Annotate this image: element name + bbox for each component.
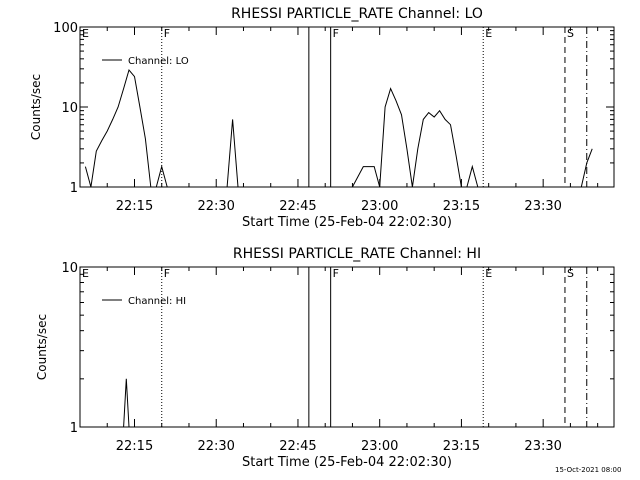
legend-entry: Channel: LO xyxy=(128,56,189,67)
y-tick-label: 1 xyxy=(70,421,78,436)
x-tick-label: 23:30 xyxy=(524,439,561,454)
event-marker-label: F xyxy=(164,267,170,280)
chart-panel-0: RHESSI PARTICLE_RATE Channel: LO Start Ti… xyxy=(29,6,615,230)
series-line-segment xyxy=(155,164,168,188)
chart-panel-1: RHESSI PARTICLE_RATE Channel: HI Start Ti… xyxy=(35,246,615,470)
y-tick-label: 100 xyxy=(53,21,78,36)
y-tick-label: 10 xyxy=(61,101,78,116)
event-marker-label: S xyxy=(567,27,574,40)
legend-entry: Channel: HI xyxy=(128,296,186,307)
x-tick-label: 22:15 xyxy=(116,199,153,214)
y-tick-label: 1 xyxy=(70,181,78,196)
series-line-segment xyxy=(580,148,593,188)
event-marker-label: F xyxy=(333,27,339,40)
x-tick-label: 22:30 xyxy=(197,439,234,454)
y-axis-label: Counts/sec xyxy=(29,74,43,140)
x-tick-label: 22:15 xyxy=(116,439,153,454)
chart-title: RHESSI PARTICLE_RATE Channel: HI xyxy=(233,246,481,262)
y-tick-label: 10 xyxy=(61,261,78,276)
event-marker-label: F xyxy=(164,27,170,40)
y-axis-label: Counts/sec xyxy=(35,314,49,380)
event-marker-label: E xyxy=(485,27,492,40)
series-line-segment xyxy=(123,378,130,428)
series-line-segment xyxy=(466,164,479,188)
event-marker-label: E xyxy=(82,267,89,280)
event-marker-label: E xyxy=(485,267,492,280)
x-tick-label: 22:30 xyxy=(197,199,234,214)
footer-timestamp: 15-Oct-2021 08:00 xyxy=(555,466,622,474)
series-line-segment xyxy=(351,87,462,188)
plot-frame xyxy=(79,26,615,188)
x-tick-label: 23:30 xyxy=(524,199,561,214)
x-tick-label: 23:15 xyxy=(443,199,480,214)
x-tick-label: 23:00 xyxy=(361,439,398,454)
x-tick-label: 23:15 xyxy=(443,439,480,454)
event-marker-label: F xyxy=(333,267,339,280)
event-marker-label: E xyxy=(82,27,89,40)
x-axis-label: Start Time (25-Feb-04 22:02:30) xyxy=(242,455,452,470)
chart-title: RHESSI PARTICLE_RATE Channel: LO xyxy=(231,6,483,22)
x-tick-label: 22:45 xyxy=(279,439,316,454)
plot-frame xyxy=(79,266,615,428)
x-tick-label: 22:45 xyxy=(279,199,316,214)
x-axis-label: Start Time (25-Feb-04 22:02:30) xyxy=(242,215,452,230)
event-marker-label: S xyxy=(567,267,574,280)
series-line-segment xyxy=(226,119,239,188)
x-tick-label: 23:00 xyxy=(361,199,398,214)
series-line-segment xyxy=(84,68,152,188)
